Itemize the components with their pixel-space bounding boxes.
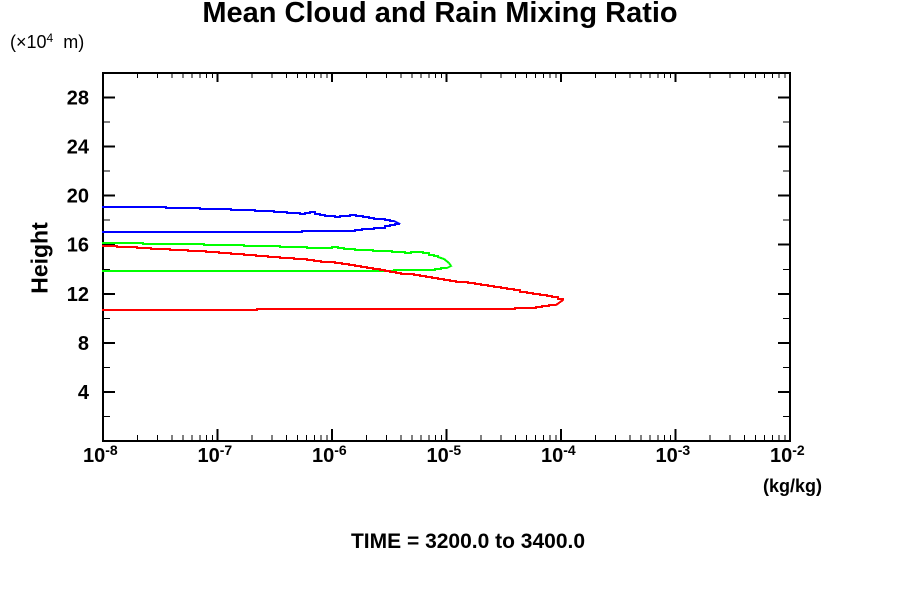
y-tick-label: 8 — [78, 333, 89, 355]
series-green — [102, 242, 453, 272]
y-tick-label: 28 — [67, 88, 89, 110]
y-tick-label: 4 — [78, 382, 90, 404]
y-tick-label: 12 — [67, 284, 89, 306]
y-tick-label: 20 — [67, 186, 89, 208]
y-unit-suffix: m) — [53, 32, 85, 52]
series-blue — [102, 206, 401, 233]
y-tick-label: 16 — [67, 235, 89, 257]
y-unit-exponent: 4 — [46, 31, 54, 45]
y-axis-unit-label: (×104 m) — [10, 31, 84, 53]
x-tick-label: 10-2 — [770, 442, 805, 467]
series-red — [102, 245, 564, 311]
axis-ticks — [102, 73, 791, 441]
time-annotation: TIME = 3200.0 to 3400.0 — [350, 530, 586, 553]
x-tick-label: 10-5 — [427, 442, 462, 467]
x-tick-label: 10-6 — [312, 442, 347, 467]
y-unit-prefix: (×10 — [10, 32, 47, 52]
x-tick-label: 10-7 — [198, 442, 233, 467]
x-axis-unit-label: (kg/kg) — [762, 476, 822, 496]
chart-title: Mean Cloud and Rain Mixing Ratio — [202, 0, 678, 29]
x-tick-label: 10-3 — [656, 442, 691, 467]
y-tick-label: 24 — [67, 137, 90, 159]
x-tick-label: 10-8 — [83, 442, 118, 467]
plot-frame — [102, 72, 791, 442]
x-tick-label: 10-4 — [541, 442, 576, 467]
